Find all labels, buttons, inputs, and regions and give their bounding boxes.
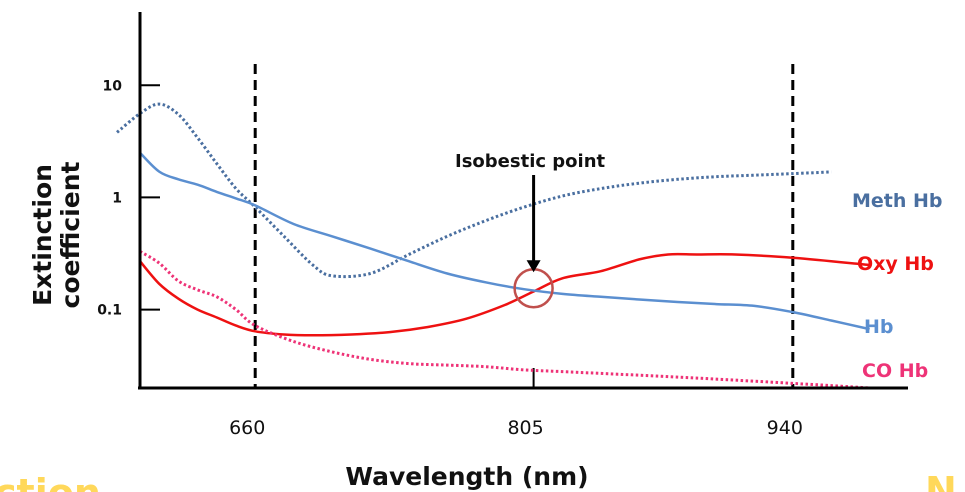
legend-oxy-hb: Oxy Hb bbox=[857, 253, 934, 275]
legend-hb: Hb bbox=[864, 316, 894, 338]
y-axis-title: Extinction coefficient bbox=[28, 161, 85, 308]
x-axis-title: Wavelength (nm) bbox=[345, 462, 588, 491]
y-tick-label-1: 1 bbox=[112, 190, 122, 206]
series-line-oxy-hb bbox=[139, 252, 870, 337]
y-axis-title-line-2: coefficient bbox=[56, 161, 85, 308]
y-tick-label-10: 10 bbox=[103, 78, 123, 94]
y-tick-label-0.1: 0.1 bbox=[97, 303, 122, 319]
plot-layer: 0.1 1 10 660 805 940 bbox=[97, 64, 870, 439]
x-tick-label-660: 660 bbox=[229, 417, 265, 439]
series-line-hb bbox=[139, 151, 870, 331]
x-tick-label-805: 805 bbox=[507, 417, 543, 439]
isobestic-arrow-head bbox=[526, 260, 541, 273]
annotation-layer bbox=[513, 175, 554, 309]
y-axis-title-line-1: Extinction bbox=[28, 164, 57, 306]
annotation-isobestic-label: Isobestic point bbox=[455, 151, 606, 172]
series-line-meth-hb bbox=[116, 102, 832, 279]
legend-meth-hb: Meth Hb bbox=[852, 190, 943, 212]
x-tick-label-940: 940 bbox=[767, 417, 803, 439]
series-line-co-hb bbox=[139, 250, 870, 390]
background-text-right: N bbox=[925, 469, 957, 492]
legend-co-hb: CO Hb bbox=[862, 360, 928, 382]
background-text-left: ction bbox=[0, 471, 101, 492]
